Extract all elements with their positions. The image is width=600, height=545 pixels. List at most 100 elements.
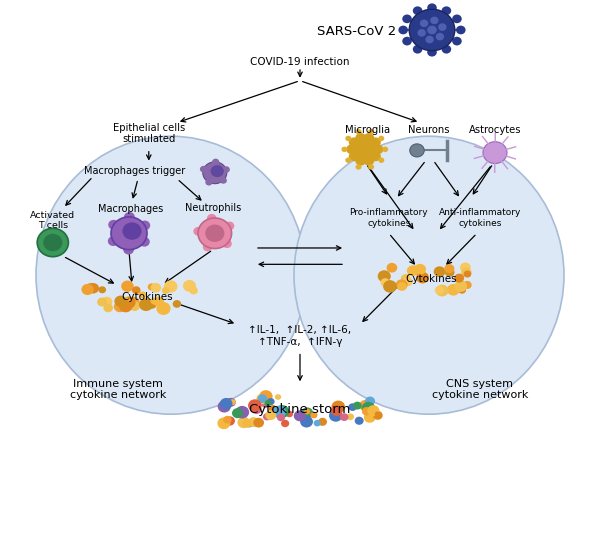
Circle shape bbox=[442, 7, 451, 15]
Circle shape bbox=[414, 264, 426, 275]
Circle shape bbox=[346, 144, 357, 154]
Circle shape bbox=[340, 413, 349, 421]
Circle shape bbox=[301, 408, 313, 419]
Circle shape bbox=[403, 277, 413, 286]
Circle shape bbox=[217, 417, 230, 429]
Circle shape bbox=[86, 283, 95, 292]
Circle shape bbox=[355, 133, 366, 143]
Circle shape bbox=[129, 301, 140, 311]
Ellipse shape bbox=[36, 136, 306, 414]
Circle shape bbox=[435, 286, 444, 294]
Circle shape bbox=[119, 300, 133, 312]
Circle shape bbox=[115, 295, 127, 307]
Circle shape bbox=[111, 217, 147, 250]
Circle shape bbox=[458, 287, 466, 294]
Circle shape bbox=[442, 45, 451, 53]
Circle shape bbox=[43, 234, 62, 251]
Circle shape bbox=[200, 166, 207, 172]
Circle shape bbox=[452, 15, 462, 23]
Circle shape bbox=[348, 403, 357, 411]
Text: CNS system
cytokine network: CNS system cytokine network bbox=[432, 379, 528, 401]
Circle shape bbox=[253, 418, 264, 428]
Circle shape bbox=[379, 158, 385, 163]
Text: Astrocytes: Astrocytes bbox=[469, 125, 522, 135]
Circle shape bbox=[108, 220, 119, 229]
Circle shape bbox=[310, 412, 317, 419]
Circle shape bbox=[205, 179, 212, 185]
Text: Microglia: Microglia bbox=[344, 125, 390, 135]
Circle shape bbox=[212, 159, 219, 165]
Circle shape bbox=[124, 212, 135, 222]
Circle shape bbox=[248, 399, 262, 411]
Circle shape bbox=[277, 414, 285, 421]
Circle shape bbox=[275, 405, 289, 418]
Text: Cytokines: Cytokines bbox=[405, 274, 457, 284]
Circle shape bbox=[101, 296, 112, 307]
Circle shape bbox=[238, 417, 250, 428]
Circle shape bbox=[434, 267, 445, 277]
Circle shape bbox=[257, 394, 267, 403]
Circle shape bbox=[347, 414, 354, 420]
Text: Immune system
cytokine network: Immune system cytokine network bbox=[70, 379, 166, 401]
Circle shape bbox=[329, 409, 343, 422]
Circle shape bbox=[398, 26, 408, 34]
Circle shape bbox=[409, 9, 455, 51]
Circle shape bbox=[183, 280, 196, 292]
Circle shape bbox=[402, 37, 412, 45]
Circle shape bbox=[345, 158, 351, 163]
Circle shape bbox=[427, 26, 437, 34]
Circle shape bbox=[157, 302, 170, 315]
Circle shape bbox=[300, 416, 313, 427]
Circle shape bbox=[416, 272, 429, 283]
Circle shape bbox=[211, 165, 224, 177]
Text: ↑IL-1,  ↑IL-2, ↑IL-6,
↑TNF-α,  ↑IFN-γ: ↑IL-1, ↑IL-2, ↑IL-6, ↑TNF-α, ↑IFN-γ bbox=[248, 325, 352, 347]
Circle shape bbox=[114, 301, 126, 312]
Circle shape bbox=[242, 419, 252, 428]
Circle shape bbox=[345, 136, 351, 141]
Text: Neurons: Neurons bbox=[408, 125, 450, 135]
Circle shape bbox=[235, 406, 249, 419]
Circle shape bbox=[132, 286, 140, 294]
Circle shape bbox=[436, 284, 449, 296]
Circle shape bbox=[427, 3, 437, 12]
Circle shape bbox=[353, 402, 362, 410]
Circle shape bbox=[368, 129, 374, 135]
Circle shape bbox=[349, 152, 359, 161]
Circle shape bbox=[281, 420, 289, 427]
Circle shape bbox=[402, 15, 412, 23]
Circle shape bbox=[151, 283, 161, 293]
Circle shape bbox=[386, 263, 397, 272]
Circle shape bbox=[413, 7, 422, 15]
Text: Cytokine storm: Cytokine storm bbox=[250, 403, 350, 416]
Circle shape bbox=[294, 410, 306, 421]
Circle shape bbox=[97, 298, 107, 306]
Circle shape bbox=[148, 283, 155, 290]
Circle shape bbox=[349, 137, 359, 147]
Circle shape bbox=[464, 270, 472, 277]
Circle shape bbox=[122, 296, 136, 308]
Circle shape bbox=[260, 393, 270, 402]
Circle shape bbox=[407, 265, 419, 276]
Circle shape bbox=[364, 133, 374, 143]
Circle shape bbox=[365, 397, 375, 405]
Circle shape bbox=[379, 136, 385, 141]
Text: Activated
T cells: Activated T cells bbox=[30, 211, 76, 231]
Circle shape bbox=[410, 265, 421, 275]
Circle shape bbox=[123, 245, 134, 255]
Circle shape bbox=[222, 239, 232, 248]
Circle shape bbox=[373, 411, 383, 420]
Circle shape bbox=[98, 286, 106, 293]
Circle shape bbox=[427, 48, 437, 57]
Circle shape bbox=[122, 222, 142, 240]
Circle shape bbox=[447, 284, 460, 295]
Circle shape bbox=[483, 142, 507, 164]
Circle shape bbox=[173, 300, 181, 308]
Circle shape bbox=[425, 36, 434, 44]
Circle shape bbox=[149, 301, 157, 308]
Circle shape bbox=[37, 228, 68, 257]
Circle shape bbox=[380, 278, 390, 287]
Text: SARS-CoV 2: SARS-CoV 2 bbox=[317, 25, 397, 38]
Circle shape bbox=[162, 287, 170, 294]
Circle shape bbox=[267, 398, 275, 405]
Circle shape bbox=[203, 243, 212, 251]
